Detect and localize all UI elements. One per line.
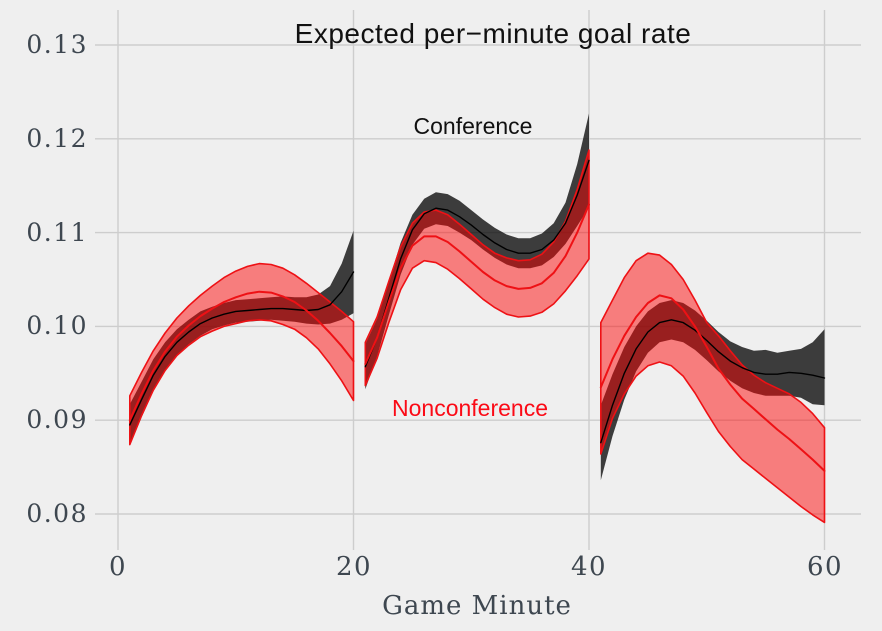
- x-axis-tick-label: 20: [335, 552, 373, 582]
- y-axis-tick-label: 0.11: [26, 218, 88, 247]
- nonconference-mean-line-period-2: [364, 203, 590, 365]
- y-axis-tick-label: 0.13: [26, 30, 88, 59]
- conference-series-label: Conference: [413, 113, 533, 139]
- y-axis-tick-label: 0.10: [26, 311, 88, 340]
- nonconference-confidence-band-period-1: [129, 262, 355, 446]
- x-axis-title: Game Minute: [382, 591, 572, 621]
- nonconference-mean-line-period-1: [128, 290, 355, 422]
- nonconference-mean-line-period-3: [599, 294, 826, 472]
- conference-mean-line-period-2: [364, 159, 590, 368]
- y-axis-tick-label: 0.08: [26, 499, 88, 528]
- y-axis-tick-label: 0.12: [26, 124, 88, 153]
- chart-title: Expected per−minute goal rate: [294, 18, 692, 49]
- x-axis-tick-label: 0: [108, 552, 128, 582]
- nonconference-confidence-band-period-3: [600, 252, 826, 524]
- nonconference-series-label: Nonconference: [392, 395, 548, 421]
- x-axis-tick-label: 60: [806, 552, 844, 582]
- conference-mean-line-period-3: [600, 319, 826, 444]
- conference-mean-line-period-1: [129, 271, 355, 426]
- x-axis-tick-label: 40: [570, 552, 608, 582]
- y-axis-tick-label: 0.09: [26, 405, 88, 434]
